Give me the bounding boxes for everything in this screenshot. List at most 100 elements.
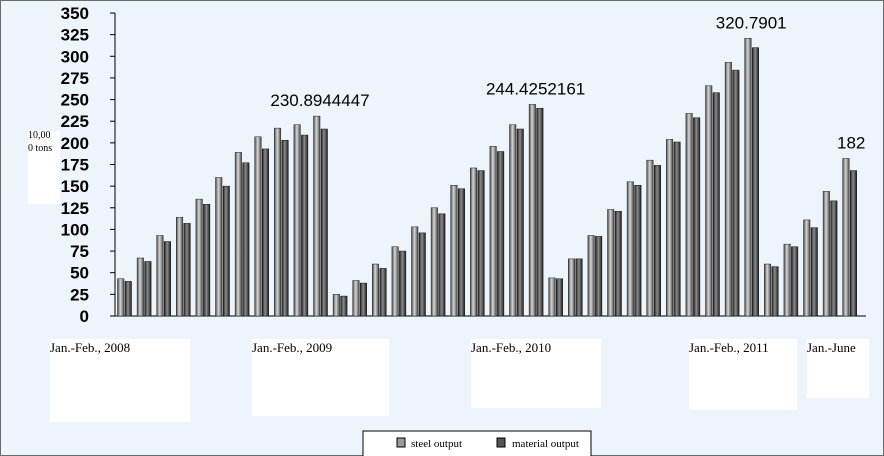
y-tick-label: 175: [61, 156, 89, 175]
period-label: Jan.-June: [807, 340, 856, 355]
bar-material-output: [222, 185, 230, 317]
legend-label-steel-output: steel output: [411, 438, 462, 450]
bar-material-output: [536, 107, 544, 317]
bar-steel-output: [430, 207, 438, 317]
bar-material-output: [575, 258, 583, 317]
y-tick-label: 150: [61, 177, 89, 196]
bar-steel-output: [705, 85, 713, 317]
bar-steel-output: [293, 124, 301, 317]
bar-material-output: [124, 281, 132, 317]
bar-steel-output: [470, 167, 478, 317]
bar-steel-output: [783, 243, 791, 317]
bar-material-output: [438, 213, 446, 317]
bar-steel-output: [666, 139, 674, 317]
y-tick-label: 250: [61, 91, 89, 110]
bar-steel-output: [803, 219, 811, 317]
value-annotation: 230.8944447: [270, 91, 369, 110]
bar-steel-output: [489, 146, 497, 317]
bar-material-output: [203, 204, 211, 317]
bar-material-output: [163, 241, 171, 317]
y-unit-label: 10,00: [28, 130, 51, 141]
bar-steel-output: [450, 185, 458, 317]
bar-steel-output: [117, 278, 125, 317]
bar-steel-output: [764, 263, 772, 317]
bar-material-output: [555, 278, 563, 317]
value-annotation: 320.7901: [716, 13, 787, 32]
bar-material-output: [771, 266, 779, 317]
bar-material-output: [340, 295, 348, 317]
bar-material-output: [418, 232, 426, 317]
label-box: [807, 339, 869, 398]
y-tick-label: 275: [61, 69, 89, 88]
period-label: Jan.-Feb., 2009: [252, 340, 332, 355]
y-tick-label: 100: [61, 220, 89, 239]
bar-steel-output: [274, 127, 282, 317]
bar-steel-output: [372, 263, 380, 317]
bar-material-output: [849, 170, 857, 317]
bar-material-output: [379, 268, 387, 317]
y-tick-label: 325: [61, 26, 89, 45]
bar-steel-output: [626, 181, 634, 317]
bar-steel-output: [568, 258, 576, 317]
bar-material-output: [751, 47, 759, 317]
bar-steel-output: [724, 62, 732, 317]
bar-steel-output: [548, 277, 556, 317]
y-unit-label: 0 tons: [28, 143, 52, 154]
y-tick-label: 350: [61, 4, 89, 23]
bar-material-output: [732, 69, 740, 317]
bar-material-output: [399, 250, 407, 317]
bar-material-output: [183, 223, 191, 317]
label-box: [50, 339, 190, 422]
legend-label-material-output: material output: [512, 438, 579, 450]
value-annotation: 244.4252161: [486, 79, 585, 98]
bar-steel-output: [332, 294, 340, 317]
bar-material-output: [595, 236, 603, 317]
bar-steel-output: [842, 158, 850, 317]
bar-steel-output: [587, 235, 595, 317]
y-tick-label: 225: [61, 112, 89, 131]
bar-material-output: [693, 117, 701, 317]
bar-material-output: [516, 128, 524, 317]
y-tick-label: 125: [61, 199, 89, 218]
bar-steel-output: [156, 235, 164, 317]
y-tick-label: 75: [70, 242, 89, 261]
bar-material-output: [281, 140, 289, 317]
bar-steel-output: [822, 191, 830, 317]
label-box: [689, 339, 797, 410]
bar-material-output: [791, 246, 799, 317]
label-box: [471, 339, 601, 408]
bar-material-output: [673, 141, 681, 317]
bar-material-output: [301, 134, 309, 317]
bar-material-output: [712, 92, 720, 317]
bar-material-output: [359, 282, 367, 317]
bar-steel-output: [391, 246, 399, 317]
bar-material-output: [477, 170, 485, 317]
bar-material-output: [144, 261, 152, 317]
bar-steel-output: [509, 124, 517, 317]
legend-swatch-steel-output: [396, 437, 406, 448]
bar-steel-output: [646, 159, 654, 317]
y-tick-label: 25: [70, 285, 89, 304]
y-tick-label: 300: [61, 47, 89, 66]
bar-steel-output: [215, 177, 223, 317]
bar-material-output: [261, 148, 269, 317]
bar-steel-output: [685, 113, 693, 317]
bar-steel-output: [607, 209, 615, 317]
value-annotation: 182: [837, 133, 865, 152]
bar-material-output: [653, 165, 661, 317]
bar-material-output: [497, 151, 505, 317]
y-tick-label: 50: [70, 264, 89, 283]
period-label: Jan.-Feb., 2010: [471, 340, 551, 355]
bar-material-output: [810, 227, 818, 317]
legend-swatch-material-output: [496, 437, 506, 448]
bar-steel-output: [744, 38, 752, 317]
bar-material-output: [830, 200, 838, 317]
bar-steel-output: [195, 198, 203, 317]
bar-steel-output: [176, 217, 184, 317]
period-label: Jan.-Feb., 2011: [689, 340, 769, 355]
bar-material-output: [457, 188, 465, 317]
bar-steel-output: [136, 257, 144, 317]
bar-steel-output: [352, 280, 360, 317]
bar-steel-output: [528, 104, 536, 317]
